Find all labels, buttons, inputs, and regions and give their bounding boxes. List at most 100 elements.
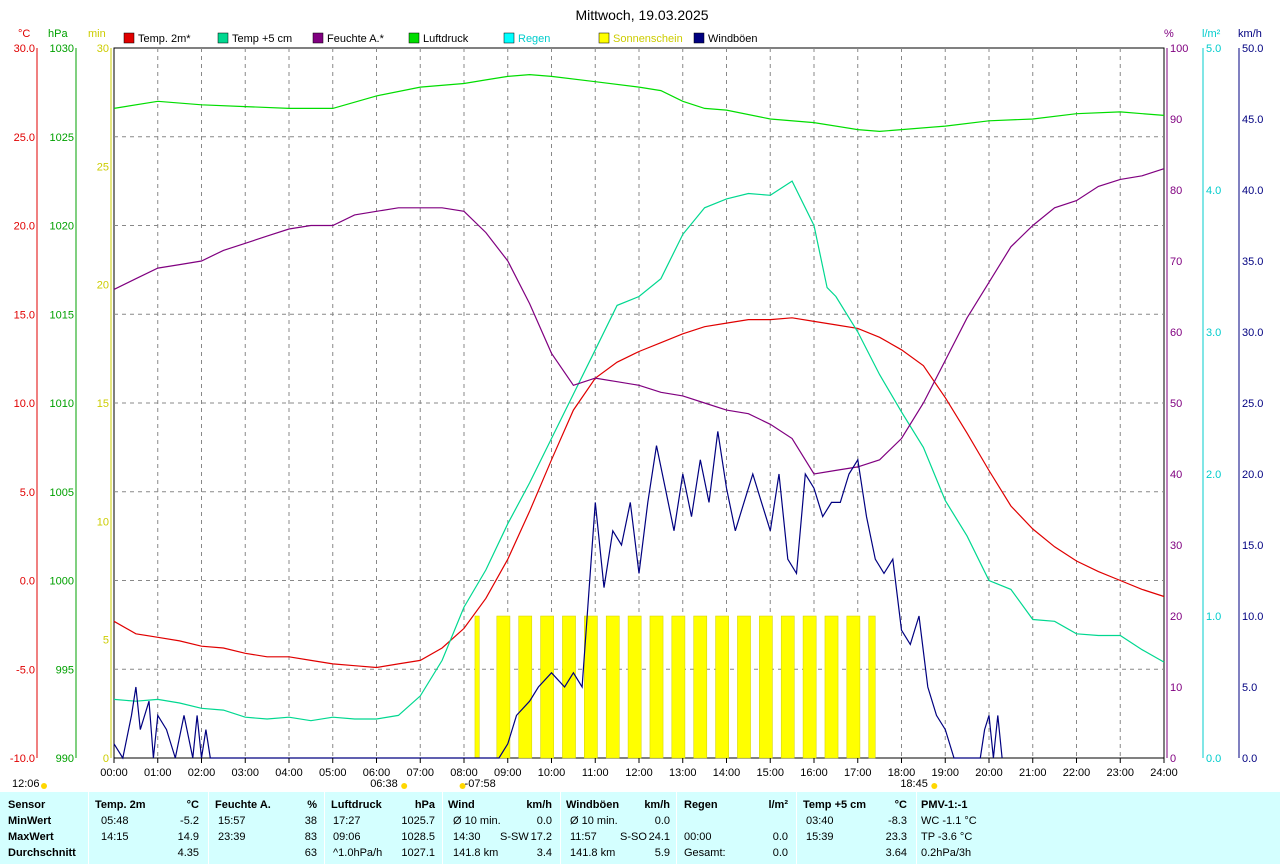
stat-cell: 141.8 km (570, 847, 616, 859)
hpa-tick-label: 1020 (50, 221, 74, 233)
x-tick-label: 12:00 (625, 767, 653, 779)
stat-cell: 00:00 (684, 831, 712, 843)
header-gust: Windböen (566, 799, 620, 811)
header-hum: Feuchte A. (215, 799, 271, 811)
weather-chart: Mittwoch, 19.03.2025 °C hPa min % l/m² k… (10, 7, 1264, 790)
temp-tick-label: -5.0 (16, 664, 35, 676)
min-tick-label: 15 (97, 398, 109, 410)
rain-tick-label: 2.0 (1206, 469, 1221, 481)
min-tick-label: 20 (97, 280, 109, 292)
stat-cell: Gesamt: (684, 847, 726, 859)
hpa-tick-label: 990 (56, 753, 74, 765)
series-line-temp2m (113, 317, 1165, 669)
temp-tick-label: 5.0 (20, 487, 35, 499)
stat-cell: 38 (304, 815, 317, 827)
legend-swatch-gust (693, 32, 705, 44)
stat-cell: 83 (304, 831, 317, 843)
stat-cell: 0.0 (772, 831, 788, 843)
legend-label-sun: Sonnenschein (613, 33, 683, 45)
header-pmv: PMV-1:-1 (921, 799, 968, 811)
hpa-tick-label: 1010 (50, 398, 74, 410)
stat-cell: 1028.5 (401, 831, 435, 843)
series-line-temp5cm (113, 180, 1165, 722)
x-tick-label: 18:00 (888, 767, 916, 779)
table-separator (676, 792, 677, 864)
stat-cell: 11:57 (570, 831, 597, 843)
x-tick-label: 22:00 (1063, 767, 1091, 779)
sun-marker-icon (41, 783, 47, 789)
legend-label-humidity: Feuchte A.* (327, 33, 385, 45)
rain-tick-label: 3.0 (1206, 327, 1221, 339)
sun-marker-label: -07:58 (465, 778, 496, 790)
header-rain-unit: l/m² (768, 799, 788, 811)
stat-cell: 09:06 (333, 831, 361, 843)
x-tick-label: 08:00 (450, 767, 478, 779)
header-sensor: Sensor (8, 799, 46, 811)
x-tick-label: 14:00 (713, 767, 741, 779)
temp-tick-label: 20.0 (14, 221, 35, 233)
x-tick-label: 21:00 (1019, 767, 1047, 779)
stat-cell: 03:40 (806, 815, 834, 827)
temp-tick-label: 30.0 (14, 43, 35, 55)
legend-label-temp2m: Temp. 2m* (138, 33, 191, 45)
unit-rain: l/m² (1202, 28, 1221, 40)
sunshine-bar (846, 615, 861, 759)
sun-marker-label: 18:45 (900, 778, 928, 790)
x-tick-label: 20:00 (975, 767, 1003, 779)
stat-cell: 17.2 (530, 831, 552, 843)
x-tick-label: 19:00 (931, 767, 959, 779)
min-tick-label: 0 (103, 753, 109, 765)
series-line-pressure (113, 73, 1165, 133)
sunshine-bar (649, 615, 664, 759)
min-tick-label: 30 (97, 43, 109, 55)
x-tick-label: 07:00 (406, 767, 434, 779)
unit-hpa: hPa (48, 28, 68, 40)
x-tick-label: 15:00 (756, 767, 784, 779)
chart-title: Mittwoch, 19.03.2025 (575, 7, 708, 23)
kmh-tick-label: 40.0 (1242, 185, 1263, 197)
header-wind: Wind (448, 799, 475, 811)
pct-tick-label: 20 (1170, 611, 1182, 623)
stat-cell: 23:39 (218, 831, 246, 843)
stat-cell: Ø 10 min. (453, 815, 501, 827)
legend-label-gust: Windböen (708, 33, 758, 45)
header-wind-unit: km/h (526, 799, 552, 811)
temp-tick-label: 0.0 (20, 576, 35, 588)
stat-cell: WC -1.1 °C (921, 815, 977, 827)
rain-tick-label: 4.0 (1206, 185, 1221, 197)
stat-cell: 3.64 (885, 847, 907, 859)
header-temp: Temp. 2m (95, 799, 146, 811)
stat-cell: 17:27 (333, 815, 361, 827)
unit-pct: % (1164, 28, 1174, 40)
sunshine-bar (474, 615, 480, 759)
sunshine-bar (627, 615, 642, 759)
header-press: Luftdruck (331, 799, 382, 811)
pct-tick-label: 10 (1170, 682, 1182, 694)
temp-tick-label: -10.0 (10, 753, 35, 765)
header-t5: Temp +5 cm (803, 799, 867, 811)
stat-cell: S-SO (620, 831, 647, 843)
sunshine-bar (496, 615, 511, 759)
table-separator (560, 792, 561, 864)
stat-cell: S-SW (500, 831, 529, 843)
stat-cell: -8.3 (888, 815, 907, 827)
series-line-gust (113, 431, 1003, 760)
stat-cell: 23.3 (885, 831, 907, 843)
hpa-tick-label: 995 (56, 664, 74, 676)
temp-tick-label: 25.0 (14, 132, 35, 144)
sunshine-bar (824, 615, 839, 759)
sunshine-bar (671, 615, 686, 759)
sunshine-bar (737, 615, 751, 759)
x-tick-label: 24:00 (1150, 767, 1178, 779)
min-tick-label: 10 (97, 516, 109, 528)
stat-cell: 15:39 (806, 831, 834, 843)
rain-tick-label: 5.0 (1206, 43, 1221, 55)
table-separator (208, 792, 209, 864)
sunshine-bars (474, 615, 876, 759)
sun-marker-icon (931, 783, 938, 789)
kmh-tick-label: 5.0 (1242, 682, 1257, 694)
stat-cell: 15:57 (218, 815, 246, 827)
sunshine-bar (715, 615, 729, 759)
legend-swatch-rain (503, 32, 515, 44)
rain-tick-label: 1.0 (1206, 611, 1221, 623)
